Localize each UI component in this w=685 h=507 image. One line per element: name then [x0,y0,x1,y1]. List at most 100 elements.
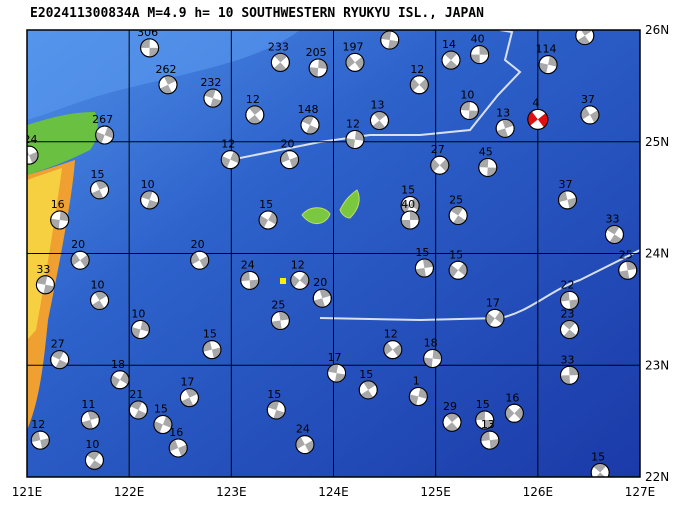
beachball-quadrant [295,436,305,450]
beachball-outline [90,290,110,310]
beachball-quadrant [548,55,558,67]
beachball-outline [383,340,403,360]
depth-label: 10 [131,307,145,320]
focal-mechanism: 16 [504,391,524,423]
focal-mechanism: 14 [441,38,461,70]
beachball-outline [604,225,624,245]
focal-mechanism: 37 [580,93,600,125]
depth-label: 18 [424,337,438,350]
beachball-quadrant [410,78,420,92]
beachball-quadrant [55,359,68,369]
beachball-outline [400,210,420,230]
depth-label: 232 [200,76,221,89]
beachball-outline [495,118,515,138]
beachball-outline [459,100,479,120]
focal-mechanism: 12 [245,93,265,125]
depth-label: 25 [449,194,463,207]
focal-mechanism: 20 [190,238,210,270]
beachball-quadrant [119,371,129,385]
focal-mechanism: 12 [290,258,310,290]
x-tick-label: 125E [420,485,451,499]
depth-label: 29 [443,400,457,413]
beachball-outline [110,370,130,390]
depth-label: 27 [51,338,65,351]
beachball-quadrant [318,59,328,69]
beachball-quadrant [445,422,459,432]
beachball-quadrant [409,210,420,220]
depth-label: 233 [268,40,289,53]
beachball-outline [560,365,580,385]
beachball-outline [80,410,100,430]
x-tick-label: 126E [523,485,554,499]
beachball-quadrant [593,463,607,473]
beachball-outline [130,319,150,339]
depth-label: 12 [346,118,360,131]
focal-mechanism: 16 [168,426,188,458]
focal-mechanism: 10 [90,278,110,310]
beachball-outline [380,30,400,50]
focal-mechanism: 10 [84,438,104,470]
beachball-quadrant [479,45,489,55]
depth-label: 114 [536,43,557,56]
focal-mechanism: 12 [30,418,50,450]
y-tick-label: 26N [645,23,669,37]
beachball-quadrant [562,320,576,330]
focal-mechanism: 24 [295,423,315,455]
beachball-quadrant [445,413,459,423]
focal-mechanism: 15 [258,198,278,230]
focal-mechanism: 15 [475,398,495,430]
beachball-quadrant [259,215,269,228]
beachball-outline [128,400,148,420]
beachball-quadrant [475,411,486,421]
focal-mechanism: 124 [27,133,39,165]
x-tick-label: 121E [12,485,43,499]
focal-mechanism: 10 [140,178,160,210]
x-tick-label: 123E [216,485,247,499]
depth-label: 10 [91,278,105,291]
beachball-quadrant [89,460,102,470]
focal-mechanism: 12 [345,118,365,150]
depth-label: 12 [221,138,235,151]
focal-mechanism: 13 [369,99,389,131]
beachball-quadrant [249,279,259,290]
depth-label: 16 [169,426,183,439]
beachball-outline [409,75,429,95]
focal-mechanism: 125 [575,30,595,46]
depth-label: 40 [401,198,415,211]
beachball-quadrant [91,300,105,310]
depth-label: 45 [479,145,493,158]
trench [239,30,522,159]
beachball-quadrant [537,113,548,128]
beachball-quadrant [80,254,90,268]
beachball-quadrant [458,263,468,276]
beachball-outline [84,450,104,470]
depth-label: 33 [605,213,619,226]
beachball-outline [258,210,278,230]
beachball-quadrant [304,440,314,453]
beachball-quadrant [273,62,287,72]
beachball-quadrant [618,270,630,280]
beachball-outline [70,250,90,270]
focal-mechanism: 25 [270,299,290,331]
beachball-quadrant [489,439,499,450]
beachball-outline [478,157,498,177]
depth-label: 148 [298,103,319,116]
focal-mechanism: 12 [409,63,429,95]
focal-mechanism: 40 [470,33,490,65]
beachball-outline [95,125,115,145]
beachball-quadrant [43,284,55,294]
depth-label: 27 [431,143,445,156]
depth-label: 16 [51,198,65,211]
depth-label: 15 [91,168,105,181]
beachball-quadrant [159,84,173,94]
beachball-outline [158,75,178,95]
beachball-quadrant [383,342,393,356]
depth-label: 262 [155,63,176,76]
beachball-quadrant [606,225,620,235]
beachball-quadrant [140,38,150,48]
depth-label: 15 [449,248,463,261]
focal-mechanism: 267 [92,113,115,145]
focal-mechanism: 40 [400,198,420,230]
beachball-outline [504,403,524,423]
